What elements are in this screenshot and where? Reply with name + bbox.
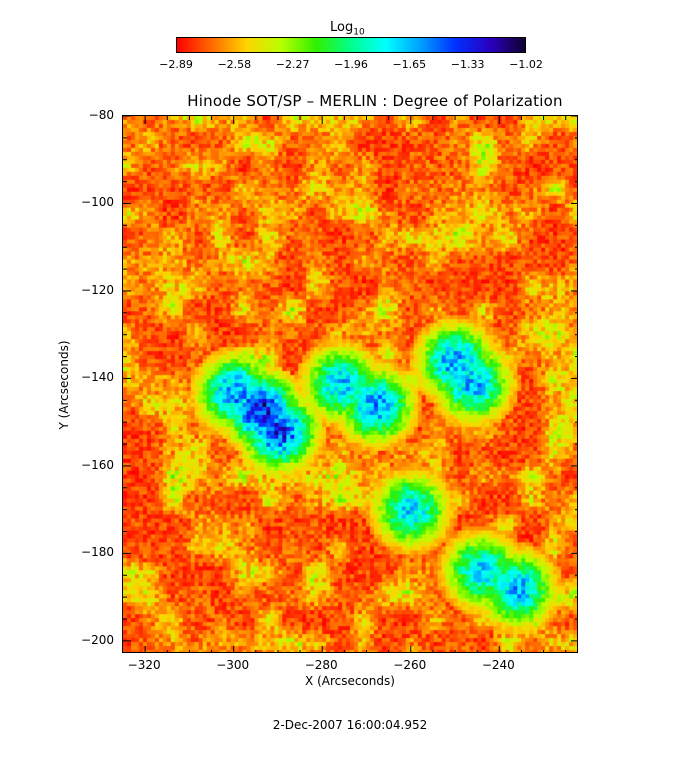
y-tick-label: −160 [81, 457, 114, 472]
y-axis-label: Y (Arcseconds) [57, 340, 71, 430]
colorbar [176, 37, 526, 53]
y-tick-label: −200 [81, 632, 114, 647]
x-tick-label: −300 [216, 658, 250, 672]
colorbar-title: Log10 [330, 20, 365, 38]
y-tick-label: −180 [81, 545, 114, 560]
y-tick-label: −140 [81, 370, 114, 385]
colorbar-tick-label: −1.02 [509, 58, 543, 71]
colorbar-tick-label: −2.89 [159, 58, 193, 71]
x-tick-label: −240 [481, 658, 515, 672]
colorbar-tick-label: −1.65 [392, 58, 427, 71]
tick-marks [123, 116, 577, 652]
x-tick-label: −260 [393, 658, 427, 672]
x-tick-label: −320 [127, 658, 161, 672]
colorbar-tick-label: −1.96 [334, 58, 368, 71]
timestamp: 2-Dec-2007 16:00:04.952 [272, 718, 428, 732]
x-axis-label: X (Arcseconds) [305, 674, 395, 688]
x-tick-label: −280 [304, 658, 338, 672]
colorbar-tick-label: −2.58 [217, 58, 252, 71]
y-tick-label: −80 [88, 108, 114, 122]
y-tick-label: −120 [81, 282, 114, 297]
plot-area [122, 115, 578, 653]
heatmap-image [123, 116, 577, 652]
y-tick-label: −100 [81, 195, 114, 210]
colorbar-tick-label: −2.27 [275, 58, 310, 71]
chart-title: Hinode SOT/SP – MERLIN : Degree of Polar… [187, 92, 563, 110]
colorbar-tick-label: −1.33 [450, 58, 485, 71]
